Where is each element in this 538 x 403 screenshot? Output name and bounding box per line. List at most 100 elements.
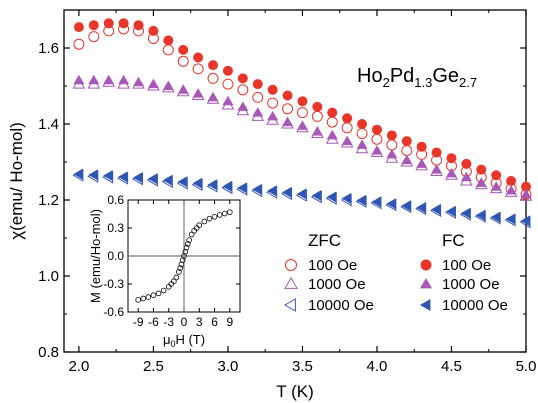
data-point	[445, 205, 456, 217]
data-point	[148, 25, 159, 36]
data-point	[505, 213, 516, 225]
data-point	[162, 80, 174, 90]
inset-y-tick-label: 0.6	[107, 193, 124, 207]
inset-data-point	[155, 290, 162, 297]
inset-x-tick-label: -3	[163, 315, 174, 329]
data-point	[252, 91, 264, 103]
data-point	[431, 147, 442, 158]
data-point	[416, 202, 426, 214]
data-point	[401, 145, 413, 157]
data-point	[237, 182, 247, 194]
inset-data-point	[171, 278, 177, 285]
y-tick-label: 1.2	[38, 192, 59, 209]
inset-data-point	[176, 269, 182, 275]
data-point	[520, 188, 532, 199]
y-tick-label: 1.0	[38, 268, 59, 285]
data-point	[416, 141, 427, 152]
legend-fc-title: FC	[442, 231, 465, 250]
x-tick-label: 3.5	[292, 358, 313, 375]
legend-marker-fc	[420, 259, 432, 271]
data-point	[445, 167, 457, 178]
inset-data-point	[221, 210, 228, 217]
data-point	[311, 110, 323, 122]
inset-x-tick-label: -9	[133, 315, 144, 329]
data-point	[73, 74, 85, 85]
inset-y-axis-label: M (emu/Ho-mol)	[88, 209, 103, 303]
inset-data-point	[216, 212, 223, 218]
legend: ZFC FC 100 Oe 1000 Oe 10000 Oe 100 Oe 1000 Oe 1…	[283, 231, 508, 314]
data-point	[267, 110, 279, 121]
data-point	[326, 129, 338, 140]
data-point	[460, 207, 471, 219]
legend-label-fc: 100 Oe	[442, 257, 491, 274]
inset-y-tick-label: -0.6	[103, 305, 124, 319]
inset-plot: -9 -6 -3 0 3 6 9 -0.6 -0.3 0.0 0.3 0.6 μ0H (T) M (emu…	[88, 193, 241, 349]
legend-label-fc: 10000 Oe	[442, 297, 508, 314]
data-point	[88, 31, 100, 43]
data-point	[73, 168, 83, 180]
data-point	[147, 173, 158, 185]
legend-marker-zfc	[283, 298, 296, 312]
compound-label: Ho2Pd1.3Ge2.7	[357, 65, 477, 90]
data-point	[222, 95, 234, 106]
data-point	[401, 136, 412, 147]
data-point	[207, 91, 219, 102]
legend-label-fc: 1000 Oe	[442, 276, 500, 293]
data-point	[267, 185, 277, 197]
inset-x-axis-label: μ0H (T)	[163, 332, 205, 349]
data-point	[431, 164, 443, 174]
inset-data-point	[188, 231, 195, 238]
data-point	[133, 20, 144, 31]
data-point	[133, 76, 145, 87]
data-point	[341, 122, 353, 134]
data-point	[311, 126, 323, 136]
legend-label-zfc: 100 Oe	[308, 257, 357, 274]
legend-marker-fc	[419, 298, 431, 312]
data-point	[103, 18, 114, 29]
data-point	[118, 74, 130, 85]
data-point	[460, 171, 472, 182]
data-point	[222, 65, 233, 76]
data-point	[163, 35, 174, 46]
data-point	[296, 120, 308, 130]
legend-zfc-title: ZFC	[308, 231, 341, 250]
x-tick-label: 4.5	[441, 358, 462, 375]
legend-marker-zfc	[284, 276, 298, 289]
x-axis-label: T (K)	[276, 382, 313, 401]
series-fc-100-oe	[73, 18, 531, 192]
data-point	[401, 154, 413, 165]
data-point	[416, 158, 428, 168]
inset-data-point	[177, 265, 183, 271]
x-tick-label: 5.0	[516, 358, 537, 375]
data-point	[371, 124, 382, 135]
data-point	[133, 172, 143, 184]
data-point	[207, 179, 218, 191]
data-point	[103, 74, 115, 85]
inset-data-point	[145, 294, 152, 300]
y-axis-label: χ(emu/ Ho-mol)	[7, 122, 26, 240]
inset-y-tick-label: -0.3	[103, 277, 124, 291]
data-point	[296, 107, 308, 119]
data-point	[475, 209, 486, 221]
data-point	[147, 78, 159, 89]
inset-data-point	[185, 241, 191, 247]
data-point	[386, 130, 397, 141]
y-tick-label: 1.6	[38, 40, 59, 57]
inset-data-point	[183, 244, 190, 251]
y-tick-label: 1.4	[38, 116, 59, 133]
data-point	[505, 185, 517, 195]
inset-data-point	[160, 287, 167, 294]
data-point	[252, 107, 264, 117]
data-point	[326, 191, 337, 203]
data-point	[520, 215, 530, 227]
inset-x-tick-label: 0	[181, 315, 188, 329]
data-point	[252, 79, 263, 90]
x-tick-label: 2.5	[143, 358, 164, 375]
inset-data-point	[186, 237, 192, 243]
data-point	[401, 200, 411, 212]
data-point	[521, 181, 531, 192]
data-point	[222, 180, 232, 192]
inset-data-point	[227, 209, 233, 215]
inset-data-point	[211, 214, 218, 220]
